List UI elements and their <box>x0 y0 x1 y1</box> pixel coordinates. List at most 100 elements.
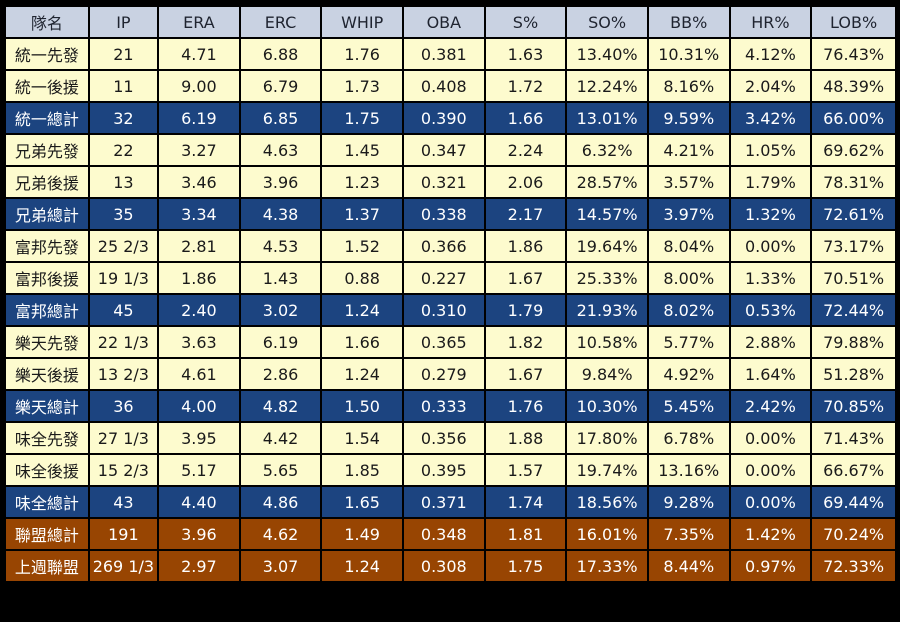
stat-cell-whip: 1.65 <box>322 487 402 517</box>
stat-cell-oba: 0.356 <box>404 423 484 453</box>
stat-cell-ip: 25 2/3 <box>89 231 158 261</box>
stat-cell-whip: 0.88 <box>322 263 402 293</box>
table-body: 統一先發 21 4.71 6.88 1.76 0.381 1.63 13.40% 10.31% 4… <box>6 39 895 581</box>
stat-cell-oba: 0.338 <box>404 199 484 229</box>
stat-cell-lob-pct: 73.17% <box>812 231 895 261</box>
stat-cell-era: 9.00 <box>159 71 239 101</box>
table-row: 統一先發 21 4.71 6.88 1.76 0.381 1.63 13.40% 10.31% 4… <box>6 39 895 69</box>
stat-cell-erc: 6.19 <box>240 327 321 357</box>
stat-cell-so-pct: 17.33% <box>567 551 647 581</box>
team-name-cell: 統一先發 <box>6 39 88 69</box>
team-name-cell: 兄弟先發 <box>6 135 88 165</box>
stat-cell-lob-pct: 69.62% <box>812 135 895 165</box>
stat-cell-s-pct: 1.76 <box>485 391 566 421</box>
stat-cell-era: 4.61 <box>159 359 239 389</box>
stat-cell-whip: 1.76 <box>322 39 402 69</box>
table-row: 統一後援 11 9.00 6.79 1.73 0.408 1.72 12.24% 8.16% 2.… <box>6 71 895 101</box>
team-name-cell: 兄弟後援 <box>6 167 88 197</box>
team-name-cell: 味全後援 <box>6 455 88 485</box>
team-name-cell: 統一後援 <box>6 71 88 101</box>
stat-cell-s-pct: 1.75 <box>485 551 566 581</box>
stat-cell-whip: 1.54 <box>322 423 402 453</box>
stat-cell-whip: 1.49 <box>322 519 402 549</box>
stat-cell-era: 1.86 <box>159 263 239 293</box>
stat-cell-s-pct: 1.88 <box>485 423 566 453</box>
team-name-cell: 味全先發 <box>6 423 88 453</box>
stat-cell-so-pct: 21.93% <box>567 295 647 325</box>
stat-cell-s-pct: 1.63 <box>485 39 566 69</box>
stat-cell-whip: 1.66 <box>322 327 402 357</box>
stat-cell-erc: 3.07 <box>240 551 321 581</box>
stat-cell-lob-pct: 72.61% <box>812 199 895 229</box>
stat-cell-erc: 4.82 <box>240 391 321 421</box>
stat-cell-bb-pct: 5.45% <box>648 391 729 421</box>
stat-cell-erc: 5.65 <box>240 455 321 485</box>
table-row: 富邦後援 19 1/3 1.86 1.43 0.88 0.227 1.67 25.33% 8.0… <box>6 263 895 293</box>
stat-cell-lob-pct: 71.43% <box>812 423 895 453</box>
stat-cell-erc: 4.53 <box>240 231 321 261</box>
stat-cell-lob-pct: 66.67% <box>812 455 895 485</box>
stat-cell-oba: 0.390 <box>404 103 484 133</box>
stat-cell-so-pct: 13.01% <box>567 103 647 133</box>
stat-cell-hr-pct: 0.00% <box>730 231 811 261</box>
stat-cell-erc: 3.96 <box>240 167 321 197</box>
stat-cell-s-pct: 1.86 <box>485 231 566 261</box>
pitching-stats-table: 隊名 IP ERA ERC WHIP OBA S% SO% BB% HR% LOB% 統一先發 21 4… <box>4 5 897 583</box>
stat-cell-erc: 4.86 <box>240 487 321 517</box>
stat-cell-lob-pct: 70.85% <box>812 391 895 421</box>
table-header-row: 隊名 IP ERA ERC WHIP OBA S% SO% BB% HR% LOB% <box>6 7 895 37</box>
stat-cell-hr-pct: 0.97% <box>730 551 811 581</box>
stat-cell-era: 4.40 <box>159 487 239 517</box>
stat-cell-ip: 13 <box>89 167 158 197</box>
stat-cell-bb-pct: 10.31% <box>648 39 729 69</box>
stat-cell-erc: 3.02 <box>240 295 321 325</box>
stat-cell-bb-pct: 8.44% <box>648 551 729 581</box>
stat-cell-era: 2.40 <box>159 295 239 325</box>
stat-cell-whip: 1.23 <box>322 167 402 197</box>
team-total-row: 兄弟總計 35 3.34 4.38 1.37 0.338 2.17 14.57% 3.97% 1.… <box>6 199 895 229</box>
stat-cell-whip: 1.24 <box>322 359 402 389</box>
team-name-cell: 聯盟總計 <box>6 519 88 549</box>
stat-cell-bb-pct: 9.59% <box>648 103 729 133</box>
column-header-lob-pct: LOB% <box>812 7 895 37</box>
team-name-cell: 富邦總計 <box>6 295 88 325</box>
stat-cell-lob-pct: 79.88% <box>812 327 895 357</box>
stat-cell-bb-pct: 3.57% <box>648 167 729 197</box>
stat-cell-s-pct: 2.24 <box>485 135 566 165</box>
stat-cell-ip: 43 <box>89 487 158 517</box>
table-row: 味全後援 15 2/3 5.17 5.65 1.85 0.395 1.57 19.74% 13.… <box>6 455 895 485</box>
table-row: 兄弟後援 13 3.46 3.96 1.23 0.321 2.06 28.57% 3.57% 1.… <box>6 167 895 197</box>
stat-cell-s-pct: 1.81 <box>485 519 566 549</box>
stat-cell-ip: 35 <box>89 199 158 229</box>
stat-cell-oba: 0.321 <box>404 167 484 197</box>
stat-cell-ip: 32 <box>89 103 158 133</box>
stat-cell-whip: 1.45 <box>322 135 402 165</box>
stat-cell-bb-pct: 4.92% <box>648 359 729 389</box>
stat-cell-ip: 27 1/3 <box>89 423 158 453</box>
team-total-row: 統一總計 32 6.19 6.85 1.75 0.390 1.66 13.01% 9.59% 3.… <box>6 103 895 133</box>
stat-cell-ip: 19 1/3 <box>89 263 158 293</box>
stat-cell-erc: 4.63 <box>240 135 321 165</box>
stat-cell-oba: 0.333 <box>404 391 484 421</box>
stat-cell-lob-pct: 72.33% <box>812 551 895 581</box>
stat-cell-ip: 22 <box>89 135 158 165</box>
team-total-row: 樂天總計 36 4.00 4.82 1.50 0.333 1.76 10.30% 5.45% 2.… <box>6 391 895 421</box>
stat-cell-era: 3.95 <box>159 423 239 453</box>
stat-cell-so-pct: 9.84% <box>567 359 647 389</box>
stat-cell-whip: 1.52 <box>322 231 402 261</box>
stat-cell-hr-pct: 1.05% <box>730 135 811 165</box>
stat-cell-lob-pct: 66.00% <box>812 103 895 133</box>
stat-cell-so-pct: 18.56% <box>567 487 647 517</box>
stat-cell-ip: 22 1/3 <box>89 327 158 357</box>
stat-cell-so-pct: 13.40% <box>567 39 647 69</box>
column-header-so-pct: SO% <box>567 7 647 37</box>
stat-cell-hr-pct: 1.33% <box>730 263 811 293</box>
stat-cell-ip: 11 <box>89 71 158 101</box>
league-row: 聯盟總計 191 3.96 4.62 1.49 0.348 1.81 16.01% 7.35% 1… <box>6 519 895 549</box>
column-header-team: 隊名 <box>6 7 88 37</box>
stat-cell-oba: 0.347 <box>404 135 484 165</box>
stat-cell-whip: 1.75 <box>322 103 402 133</box>
stat-cell-bb-pct: 8.16% <box>648 71 729 101</box>
stat-cell-oba: 0.308 <box>404 551 484 581</box>
stat-cell-ip: 36 <box>89 391 158 421</box>
